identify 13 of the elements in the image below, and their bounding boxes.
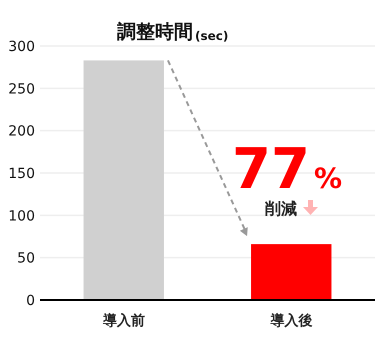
xtick: 導入後 [270,313,312,329]
ytick: 0 [26,293,35,309]
ytick: 50 [17,250,35,267]
ytick: 300 [8,39,35,55]
annotation: 削減 [265,199,297,218]
annotation: 77% [232,137,342,202]
ytick: 150 [8,166,35,182]
ytick: 250 [8,81,35,98]
ytick: 100 [8,208,35,224]
xtick: 導入前 [102,313,145,329]
ylabel: (sec) [195,29,228,43]
ytick: 200 [8,124,35,140]
title: 調整時間 [117,21,193,43]
